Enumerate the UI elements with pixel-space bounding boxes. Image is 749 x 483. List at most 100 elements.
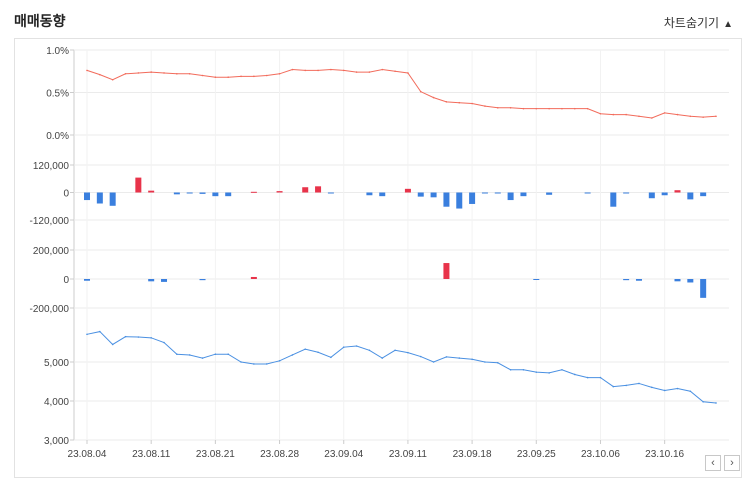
y-tick-label: 0.0% [46,131,69,142]
rate-point [548,107,550,110]
bar [199,192,206,194]
rate-point [663,112,666,114]
price-point [124,335,127,338]
x-tick-label: 23.08.21 [196,449,235,460]
rate-point [586,107,589,110]
rate-point [535,107,538,110]
x-tick-label: 23.09.04 [324,449,363,460]
bar [96,192,103,204]
bar [584,192,591,194]
price-point [496,361,499,364]
y-tick-label: 4,000 [44,397,69,408]
price-point [612,385,615,388]
price-point [509,369,512,371]
rate-point [99,73,101,76]
bar [443,192,450,207]
bar [315,186,322,193]
bar [674,190,681,193]
rate-point [394,70,396,73]
rate-point [278,73,281,75]
chevron-right-icon[interactable]: › [724,455,740,471]
price-line [86,331,717,404]
rate-point [432,96,435,99]
rate-point [163,72,165,74]
price-point [330,356,332,359]
bar [520,192,527,197]
price-point [86,333,88,336]
y-tick-label: 0 [63,275,69,286]
rate-point [214,76,217,78]
hide-chart-label: 차트숨기기 [663,16,720,30]
rate-point [561,107,563,110]
price-point [150,337,152,339]
bar [481,192,488,194]
rate-point [368,71,371,73]
rate-point [227,76,230,78]
rate-point [355,71,358,73]
bar [533,279,540,280]
bar [327,192,334,194]
price-point [625,384,627,387]
chart-frame [14,38,742,478]
price-point [535,371,538,373]
price-point [548,372,550,374]
price-point [355,345,358,347]
bar [635,279,642,281]
rate-point [509,107,512,109]
price-point [715,402,717,404]
y-tick-label: 200,000 [33,246,70,257]
rate-point [599,112,602,115]
price-point [163,341,165,344]
bar [546,192,553,195]
bar [404,188,411,193]
bar [700,279,707,298]
rate-point [612,113,615,116]
chart-area: 0.0% 0.5% 1.0% -120,000 0 120,000 -200,000 0 200… [14,38,742,478]
rate-point [176,73,178,75]
y-tick-label: 120,000 [33,161,70,172]
rate-point [124,73,127,75]
bar [430,192,437,198]
rate-point [240,75,242,78]
rate-point [137,72,140,74]
rate-point [201,74,204,77]
rate-point [265,74,268,77]
x-tick-label: 23.09.25 [517,449,556,460]
rate-point [381,68,384,71]
x-tick-label: 23.10.06 [581,449,620,460]
bar [84,279,90,281]
price-point [689,390,692,393]
chevron-left-icon[interactable]: ‹ [705,455,721,471]
price-point [253,363,255,365]
rate-point [484,105,486,107]
rate-point [638,115,640,118]
price-point [702,400,704,403]
bar [161,279,168,282]
bar [623,192,630,194]
rate-point [291,68,294,71]
rate-point [522,107,525,110]
price-point [484,361,486,363]
rate-point [86,69,88,72]
bar [225,192,232,197]
bar [417,192,424,197]
bar [250,191,257,193]
price-point [573,373,576,376]
bar [443,263,450,279]
price-point [522,369,525,371]
bar [135,177,142,193]
hide-chart-toggle[interactable]: 차트숨기기 ▲ [664,14,733,31]
price-point [214,353,217,356]
bar [469,192,476,204]
bar [648,192,655,199]
bar [199,279,206,281]
price-point [458,357,461,359]
rate-point [573,107,576,110]
price-point [663,389,666,392]
price-point [471,358,473,361]
price-point [176,353,178,356]
price-point [240,361,242,363]
price-point [586,376,589,379]
rate-point [471,102,473,105]
bar [276,191,283,193]
